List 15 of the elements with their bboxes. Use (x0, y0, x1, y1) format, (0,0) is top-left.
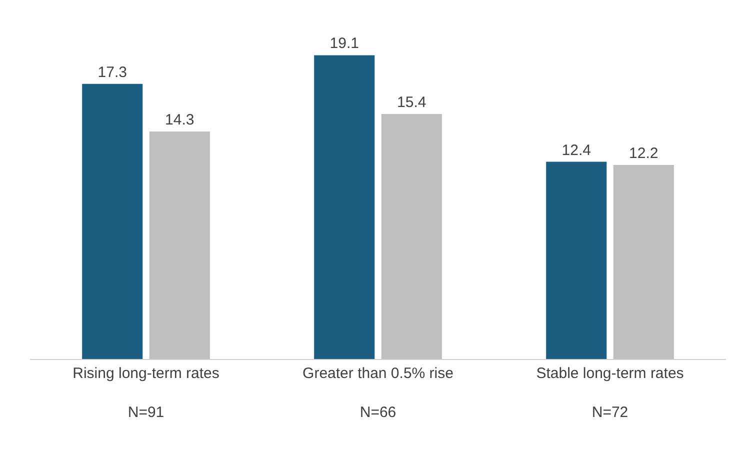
data-label: 15.4 (397, 94, 426, 112)
bar (546, 162, 607, 359)
bar (314, 55, 375, 359)
data-label: 17.3 (98, 64, 127, 81)
category-label: Rising long-term rates N=91 (72, 365, 220, 421)
data-label: 14.3 (165, 112, 194, 129)
category-label: Greater than 0.5% rise N=66 (302, 365, 454, 421)
data-label: 12.2 (629, 144, 658, 162)
data-label: 19.1 (330, 35, 359, 52)
bar (149, 132, 210, 359)
bar (82, 84, 143, 359)
data-label: 12.4 (562, 142, 591, 159)
category-label: Stable long-term rates N=72 (536, 365, 684, 421)
bar (613, 164, 674, 359)
bar (381, 114, 442, 359)
